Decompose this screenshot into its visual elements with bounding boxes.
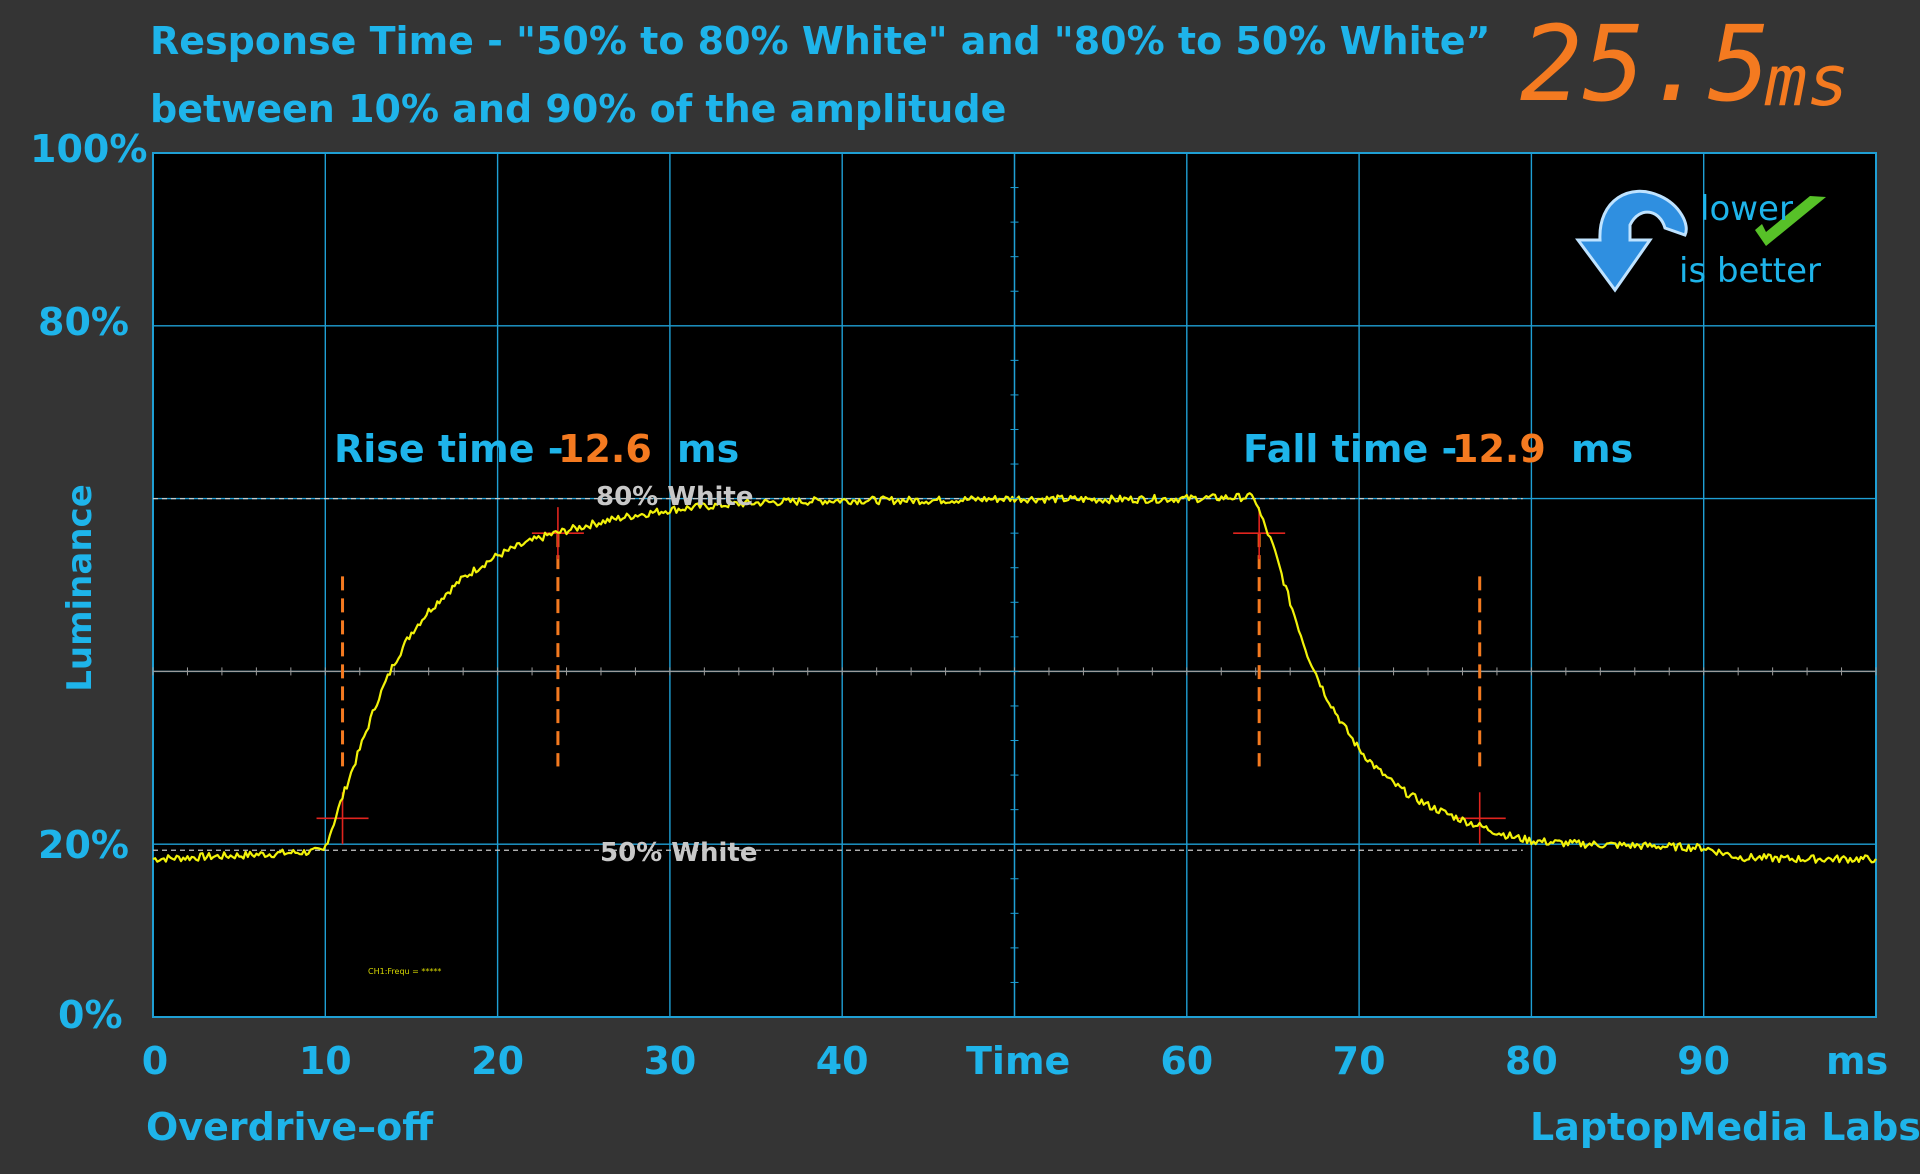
rise-time-label: Rise time - <box>334 427 564 471</box>
y-tick-label: 20% <box>38 823 129 867</box>
badge-lower-text: lower <box>1700 189 1793 229</box>
ref-label-50-white: 50% White <box>600 838 758 868</box>
chart-title-line1: Response Time - "50% to 80% White" and "… <box>150 19 1491 63</box>
x-tick-label: 90 <box>1677 1039 1731 1083</box>
lab-credit: LaptopMedia Labs <box>1530 1105 1920 1149</box>
arrow-down-icon <box>1575 189 1688 293</box>
overdrive-status: Overdrive–off <box>146 1105 433 1149</box>
channel-readout: CH1:Frequ = ***** <box>368 967 442 976</box>
checkmark-icon <box>1755 196 1826 246</box>
fall-time-unit: ms <box>1571 427 1634 471</box>
total-response-value: 25.5 <box>1520 3 1771 125</box>
chart-title-line2: between 10% and 90% of the amplitude <box>150 87 1007 131</box>
y-tick-label: 0% <box>58 993 123 1037</box>
rise-time-unit: ms <box>677 427 740 471</box>
x-unit-label: ms <box>1826 1039 1889 1083</box>
x-tick-label: 10 <box>298 1039 352 1083</box>
x-tick-label: 0 <box>141 1039 169 1083</box>
x-tick-label: 30 <box>643 1039 697 1083</box>
ref-label-80-white: 80% White <box>596 482 754 512</box>
luminance-trace <box>152 492 1877 864</box>
fall-time-value: 12.9 <box>1452 427 1546 471</box>
x-tick-label: 80 <box>1504 1039 1558 1083</box>
y-axis-label: Luminance <box>60 484 100 692</box>
rise-time-value: 12.6 <box>558 427 652 471</box>
total-response-unit: ms <box>1765 40 1850 122</box>
y-tick-label: 100% <box>30 127 148 171</box>
y-tick-label: 80% <box>38 300 129 344</box>
fall-time-label: Fall time - <box>1243 427 1458 471</box>
x-tick-label: 70 <box>1332 1039 1386 1083</box>
reference-lines <box>153 498 1523 851</box>
x-tick-label: 20 <box>471 1039 525 1083</box>
markers <box>316 507 1506 845</box>
x-axis-label: Time <box>966 1039 1071 1083</box>
x-tick-label: 40 <box>815 1039 869 1083</box>
badge-better-text: is better <box>1679 251 1822 291</box>
lower-is-better-badge <box>1575 189 1826 293</box>
axis-ticks <box>152 152 1877 1018</box>
x-tick-label: 60 <box>1160 1039 1214 1083</box>
